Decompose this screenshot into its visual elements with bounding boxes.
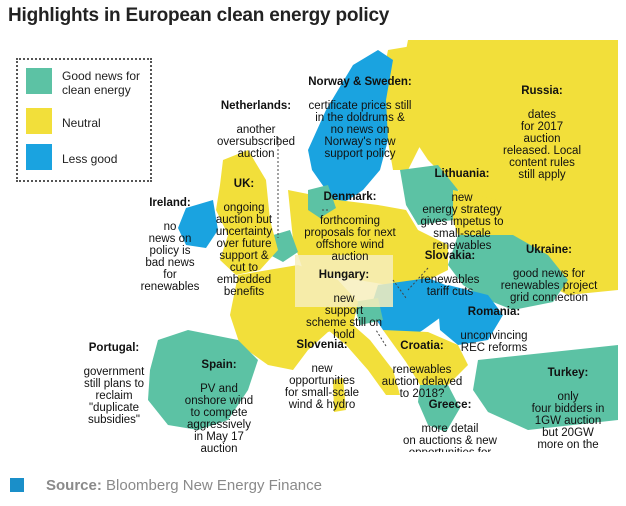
- annotation-lithuania: Lithuania: new energy strategy gives imp…: [406, 156, 518, 264]
- annotation-romania-text: unconvincing REC reforms: [460, 330, 528, 354]
- region-greece: [418, 385, 460, 432]
- legend-swatch-less-good: [26, 144, 52, 170]
- annotation-norway-sweden-name: Norway & Sweden:: [308, 76, 412, 88]
- annotation-hungary-text: new support scheme still on hold: [305, 293, 383, 341]
- legend-label-less-good: Less good: [62, 152, 118, 166]
- annotation-norway-sweden-text: certificate prices still in the doldrums…: [308, 100, 412, 160]
- annotation-spain-text: PV and onshore wind to compete aggressiv…: [184, 383, 254, 452]
- annotation-romania: Romania: unconvincing REC reforms: [446, 294, 542, 366]
- annotation-ireland-name: Ireland:: [149, 197, 191, 209]
- region-italy: [328, 325, 400, 395]
- annotation-slovakia-name: Slovakia:: [424, 250, 476, 262]
- annotation-norway-sweden: Norway & Sweden: certificate prices stil…: [294, 64, 426, 172]
- region-turkey: [473, 345, 618, 430]
- annotation-lithuania-text: new energy strategy gives impetus to sma…: [420, 192, 504, 252]
- hungary-label-backdrop: [295, 255, 393, 307]
- region-uk: [216, 150, 278, 275]
- annotation-slovenia: Slovenia: new opportunities for small-sc…: [270, 327, 374, 423]
- annotation-uk-name: UK:: [233, 178, 255, 190]
- annotation-slovenia-text: new opportunities for small-scale wind &…: [284, 363, 360, 411]
- annotation-spain: Spain: PV and onshore wind to compete ag…: [168, 347, 270, 452]
- region-belarus: [453, 190, 508, 240]
- annotation-ukraine-text: good news for renewables project grid co…: [500, 268, 598, 304]
- annotation-croatia-text: renewables auction delayed to 2018?: [381, 364, 463, 400]
- map-canvas: [148, 40, 618, 432]
- annotation-denmark-text: forthcoming proposals for next offshore …: [304, 215, 396, 263]
- annotation-croatia-name: Croatia:: [400, 340, 444, 352]
- annotation-hungary: Hungary: new support scheme still on hol…: [295, 257, 393, 353]
- annotation-denmark: Denmark: forthcoming proposals for next …: [288, 179, 412, 275]
- annotation-greece-text: more detail on auctions & new opportunit…: [403, 423, 497, 452]
- annotation-greece: Greece: more detail on auctions & new op…: [380, 387, 520, 452]
- annotation-slovakia-text: renewables tariff cuts: [420, 274, 480, 298]
- annotation-slovenia-name: Slovenia:: [296, 339, 348, 351]
- annotation-netherlands: Netherlands: another oversubscribed auct…: [204, 88, 308, 172]
- source-marker-icon: [10, 478, 24, 492]
- legend-label-neutral: Neutral: [62, 116, 101, 130]
- legend-item-neutral: Neutral: [26, 108, 150, 138]
- annotation-portugal-text: government still plans to reclaim "dupli…: [83, 366, 145, 426]
- legend-item-less-good: Less good: [26, 144, 150, 174]
- annotation-romania-name: Romania:: [467, 306, 521, 318]
- region-ireland: [178, 200, 218, 248]
- region-finland: [380, 45, 433, 170]
- region-ukraine: [448, 235, 568, 310]
- annotation-slovakia: Slovakia: renewables tariff cuts: [408, 238, 492, 310]
- annotation-turkey-name: Turkey:: [547, 367, 589, 379]
- source-footer: Source: Bloomberg New Energy Finance: [10, 477, 410, 495]
- source-name: Bloomberg New Energy Finance: [106, 477, 322, 494]
- region-baltics: [400, 165, 458, 225]
- annotation-hungary-name: Hungary:: [318, 269, 370, 281]
- leader-line-slovakia: [407, 267, 429, 291]
- annotation-ireland-text: no news on policy is bad news for renewa…: [140, 221, 200, 293]
- annotation-uk: UK: ongoing auction but uncertainty over…: [206, 166, 282, 310]
- annotation-portugal: Portugal: government still plans to recl…: [64, 330, 164, 438]
- legend-swatch-good: [26, 68, 52, 94]
- annotation-ukraine-name: Ukraine:: [525, 244, 573, 256]
- region-romania: [438, 285, 503, 345]
- annotation-netherlands-name: Netherlands:: [220, 100, 292, 112]
- legend-swatch-neutral: [26, 108, 52, 134]
- annotation-croatia: Croatia: renewables auction delayed to 2…: [372, 328, 472, 412]
- source-text: Source: Bloomberg New Energy Finance: [46, 477, 322, 494]
- map-legend: Good news for clean energy Neutral Less …: [16, 58, 152, 182]
- europe-map: Norway & Sweden: certificate prices stil…: [8, 40, 618, 452]
- annotation-turkey: Turkey: only four bidders in 1GW auction…: [520, 355, 616, 452]
- annotation-ukraine: Ukraine: good news for renewables projec…: [486, 232, 612, 316]
- region-balkans: [383, 330, 468, 385]
- annotation-uk-text: ongoing auction but uncertainty over fut…: [215, 202, 273, 298]
- annotation-lithuania-name: Lithuania:: [434, 168, 490, 180]
- source-label: Source:: [46, 477, 102, 494]
- leader-line-croatia: [375, 329, 387, 347]
- legend-label-good: Good news for clean energy: [62, 69, 141, 97]
- annotation-russia-name: Russia:: [521, 85, 563, 97]
- annotation-denmark-name: Denmark:: [323, 191, 377, 203]
- annotation-ireland: Ireland: no news on policy is bad news f…: [130, 185, 210, 305]
- region-russia: [400, 40, 618, 295]
- annotation-portugal-name: Portugal:: [88, 342, 140, 354]
- legend-item-good: Good news for clean energy: [26, 68, 150, 98]
- annotation-spain-name: Spain:: [201, 359, 237, 371]
- chart-title: Highlights in European clean energy poli…: [8, 5, 390, 26]
- annotation-greece-name: Greece:: [428, 399, 472, 411]
- region-iberia: [148, 330, 258, 430]
- annotation-russia-text: dates for 2017 auction released. Local c…: [503, 109, 581, 181]
- region-denmark: [308, 185, 336, 218]
- annotation-turkey-text: only four bidders in 1GW auction but 20G…: [531, 391, 605, 452]
- annotation-russia: Russia: dates for 2017 auction released.…: [472, 73, 612, 193]
- annotation-netherlands-text: another oversubscribed auction: [217, 124, 295, 160]
- region-netherlands: [270, 230, 298, 262]
- region-islands: [333, 378, 346, 412]
- region-norway-sweden: [308, 50, 393, 205]
